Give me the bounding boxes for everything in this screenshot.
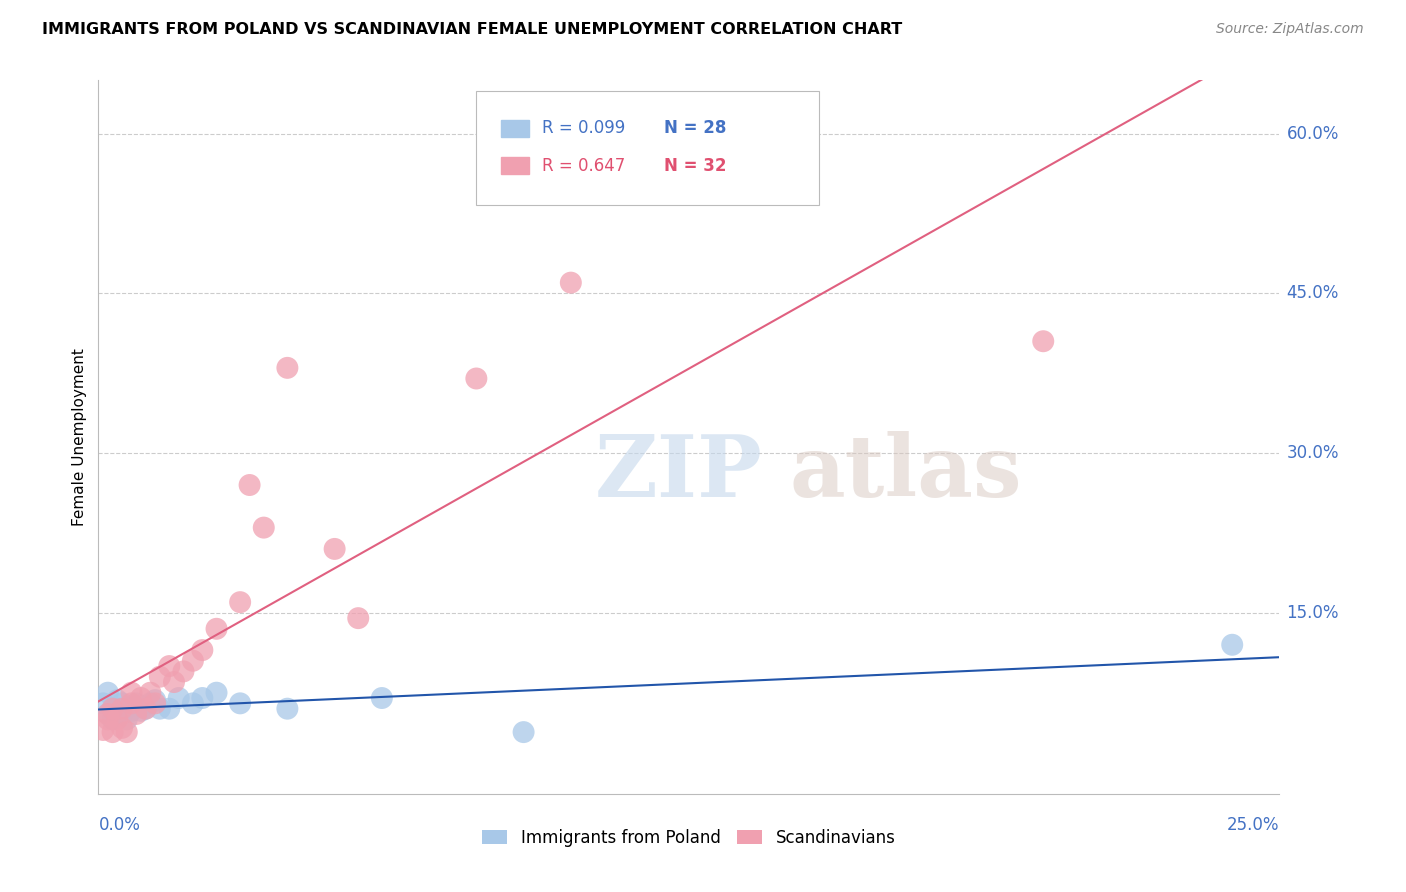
Point xyxy=(139,686,162,700)
Point xyxy=(205,686,228,700)
Point xyxy=(129,691,152,706)
Point xyxy=(105,693,128,707)
Point xyxy=(191,691,214,706)
Point xyxy=(143,693,166,707)
Point xyxy=(276,701,298,715)
Point xyxy=(239,478,262,492)
Point xyxy=(1220,638,1243,652)
Point xyxy=(115,712,138,726)
Point xyxy=(371,691,394,706)
Point xyxy=(157,659,180,673)
Text: ZIP: ZIP xyxy=(595,431,762,515)
Point xyxy=(125,706,148,721)
Text: 30.0%: 30.0% xyxy=(1286,444,1339,462)
Point xyxy=(101,701,124,715)
Point xyxy=(91,723,114,737)
Point xyxy=(135,701,157,715)
Point xyxy=(135,701,157,715)
Point xyxy=(1032,334,1054,349)
Text: atlas: atlas xyxy=(789,431,1022,515)
Text: 0.0%: 0.0% xyxy=(98,816,141,834)
Point xyxy=(101,712,124,726)
Point xyxy=(121,704,143,718)
Point xyxy=(97,706,120,721)
Point xyxy=(191,643,214,657)
Point xyxy=(157,701,180,715)
Point xyxy=(139,697,162,711)
Point xyxy=(121,697,143,711)
Point xyxy=(105,701,128,715)
Point xyxy=(111,701,134,715)
Point xyxy=(229,595,252,609)
Point xyxy=(205,622,228,636)
Point xyxy=(512,725,534,739)
Point xyxy=(465,371,488,385)
Point xyxy=(121,686,143,700)
Text: 60.0%: 60.0% xyxy=(1286,125,1339,143)
Point xyxy=(560,276,582,290)
Point xyxy=(111,721,134,735)
Point xyxy=(347,611,370,625)
Point xyxy=(125,697,148,711)
FancyBboxPatch shape xyxy=(477,91,818,205)
Point xyxy=(253,520,276,534)
Point xyxy=(129,704,152,718)
Text: N = 28: N = 28 xyxy=(664,120,727,137)
Point xyxy=(181,697,204,711)
Text: 15.0%: 15.0% xyxy=(1286,604,1339,622)
Point xyxy=(172,665,194,679)
Point xyxy=(91,697,114,711)
Point xyxy=(105,712,128,726)
Text: 45.0%: 45.0% xyxy=(1286,285,1339,302)
Point xyxy=(143,697,166,711)
FancyBboxPatch shape xyxy=(501,157,530,175)
Point xyxy=(163,675,186,690)
Point xyxy=(97,686,120,700)
Point xyxy=(149,701,172,715)
Text: N = 32: N = 32 xyxy=(664,157,727,175)
Point xyxy=(181,654,204,668)
FancyBboxPatch shape xyxy=(501,120,530,136)
Point xyxy=(149,670,172,684)
Point xyxy=(167,691,190,706)
Point xyxy=(276,360,298,375)
Point xyxy=(323,541,346,556)
Point xyxy=(97,706,120,721)
Text: R = 0.099: R = 0.099 xyxy=(543,120,626,137)
Point xyxy=(111,697,134,711)
Y-axis label: Female Unemployment: Female Unemployment xyxy=(72,348,87,526)
Text: Source: ZipAtlas.com: Source: ZipAtlas.com xyxy=(1216,22,1364,37)
Point xyxy=(101,725,124,739)
Point xyxy=(115,725,138,739)
Point xyxy=(115,701,138,715)
Text: IMMIGRANTS FROM POLAND VS SCANDINAVIAN FEMALE UNEMPLOYMENT CORRELATION CHART: IMMIGRANTS FROM POLAND VS SCANDINAVIAN F… xyxy=(42,22,903,37)
Point xyxy=(97,712,120,726)
Text: R = 0.647: R = 0.647 xyxy=(543,157,626,175)
Text: 25.0%: 25.0% xyxy=(1227,816,1279,834)
Point xyxy=(111,706,134,721)
Legend: Immigrants from Poland, Scandinavians: Immigrants from Poland, Scandinavians xyxy=(475,822,903,854)
Point xyxy=(101,701,124,715)
Point xyxy=(229,697,252,711)
